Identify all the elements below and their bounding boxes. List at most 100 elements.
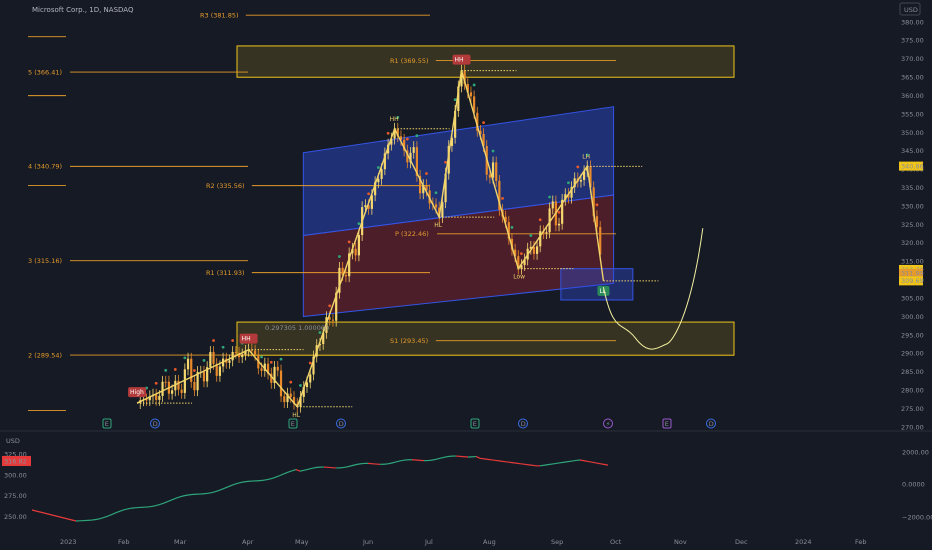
lower-left-tick: 300.00 xyxy=(4,471,27,479)
indicator-segment xyxy=(171,497,177,501)
candle-body xyxy=(418,175,422,194)
candle-body xyxy=(302,387,305,397)
pivot-level-label: R3 (381.85) xyxy=(200,11,239,19)
candle-body xyxy=(463,70,466,85)
candle-body xyxy=(292,396,296,404)
event-marker-label: ⚡ xyxy=(606,420,611,428)
signal-dot xyxy=(193,369,196,372)
price-tick-label: 295.00 xyxy=(901,331,924,339)
swing-tag: LL xyxy=(599,288,606,295)
candle-body xyxy=(370,195,373,209)
candle-body xyxy=(171,390,174,394)
indicator-segment xyxy=(475,455,481,459)
indicator-segment xyxy=(211,490,217,494)
signal-dot xyxy=(434,191,438,195)
signal-dot xyxy=(328,304,332,308)
earnings-marker xyxy=(470,418,480,429)
candle-body xyxy=(364,205,367,208)
event-marker-label: D xyxy=(521,420,526,428)
pivot-level-label: 2 (289.54) xyxy=(28,351,62,359)
indicator-segment xyxy=(591,461,597,464)
signal-dot xyxy=(491,149,495,153)
indicator-segment xyxy=(539,464,545,467)
currency-button[interactable]: USD xyxy=(899,2,921,16)
candle-body xyxy=(158,395,161,400)
price-tick-label: 320.00 xyxy=(901,239,924,247)
candle-body xyxy=(460,70,463,87)
indicator-segment xyxy=(547,463,553,466)
candle-body xyxy=(517,256,520,269)
signal-dot xyxy=(510,226,514,229)
price-tick-label: 380.00 xyxy=(901,18,924,26)
candle-body xyxy=(305,382,309,388)
event-marker-label: D xyxy=(153,420,158,428)
price-panel[interactable]: R3 (381.85) R1 (369.55) 5 (366.41) 4 (340.7… xyxy=(28,11,735,429)
indicator-segment xyxy=(599,463,605,465)
candle-body xyxy=(183,369,186,393)
resistance-zone xyxy=(236,45,735,78)
pivot-level-label: S1 (293.45) xyxy=(390,337,428,345)
candle-body xyxy=(504,216,507,223)
indicator-segment xyxy=(511,462,517,464)
signal-dot xyxy=(299,384,302,387)
indicator-segment xyxy=(219,487,225,491)
time-tick-label: Jun xyxy=(362,538,373,546)
indicator-segment xyxy=(351,464,357,467)
candle-body xyxy=(344,275,348,277)
price-tick-label: 345.00 xyxy=(901,147,924,155)
time-tick-label: Mar xyxy=(174,538,187,546)
candle-body xyxy=(482,134,485,146)
dividend-marker xyxy=(603,418,613,429)
indicator-segment xyxy=(55,515,61,518)
indicator-segment xyxy=(395,460,401,463)
candle-body xyxy=(595,216,599,228)
price-tick-label: 270.00 xyxy=(901,423,924,431)
candle-body xyxy=(244,350,247,355)
indicator-segment xyxy=(551,462,557,465)
candle-body xyxy=(422,184,425,194)
signal-dot xyxy=(269,360,273,364)
price-tick-label: 365.00 xyxy=(901,74,924,82)
indicator-segment xyxy=(115,510,121,514)
signal-dot xyxy=(585,153,589,157)
candle-body xyxy=(545,232,548,234)
signal-dot xyxy=(472,83,476,87)
indicator-segment xyxy=(343,466,349,469)
candle-body xyxy=(260,368,263,371)
swing-tag: HL xyxy=(434,222,443,229)
price-tick-label: 280.00 xyxy=(901,386,924,394)
candle-body xyxy=(328,317,331,320)
signal-dot xyxy=(501,197,504,200)
candle-body xyxy=(218,366,222,376)
swing-tag: HH xyxy=(242,336,251,343)
candle-body xyxy=(399,136,403,140)
indicator-panel[interactable]: USD 325.00 300.00 275.00 250.00 316.82 2000.00… xyxy=(2,437,932,522)
candle-body xyxy=(473,96,476,113)
swing-tag: LH xyxy=(582,153,590,160)
event-marker-label: E xyxy=(105,420,109,428)
support-box xyxy=(560,268,634,301)
price-tick-label: 335.00 xyxy=(901,184,924,192)
indicator-segment xyxy=(35,510,41,513)
pivot-level-label: R2 (335.56) xyxy=(206,182,245,190)
signal-dot xyxy=(279,357,283,361)
candle-body xyxy=(415,147,418,176)
candle-body xyxy=(444,173,447,203)
candle-body xyxy=(434,204,438,208)
candle-body xyxy=(331,319,335,321)
indicator-segment xyxy=(499,460,505,463)
candle-body xyxy=(551,201,554,209)
candle-body xyxy=(393,128,396,139)
candle-body xyxy=(447,146,450,174)
indicator-segment xyxy=(295,469,301,472)
chart-title: Microsoft Corp., 1D, NASDAQ xyxy=(32,6,134,14)
candle-body xyxy=(425,184,428,191)
candle-body xyxy=(567,194,570,198)
indicator-segment xyxy=(571,459,577,462)
indicator-segment xyxy=(299,469,305,472)
indicator-segment xyxy=(479,457,485,460)
lower-current-value: 316.82 xyxy=(4,457,27,465)
indicator-segment xyxy=(47,513,53,516)
signal-dot xyxy=(529,234,533,237)
